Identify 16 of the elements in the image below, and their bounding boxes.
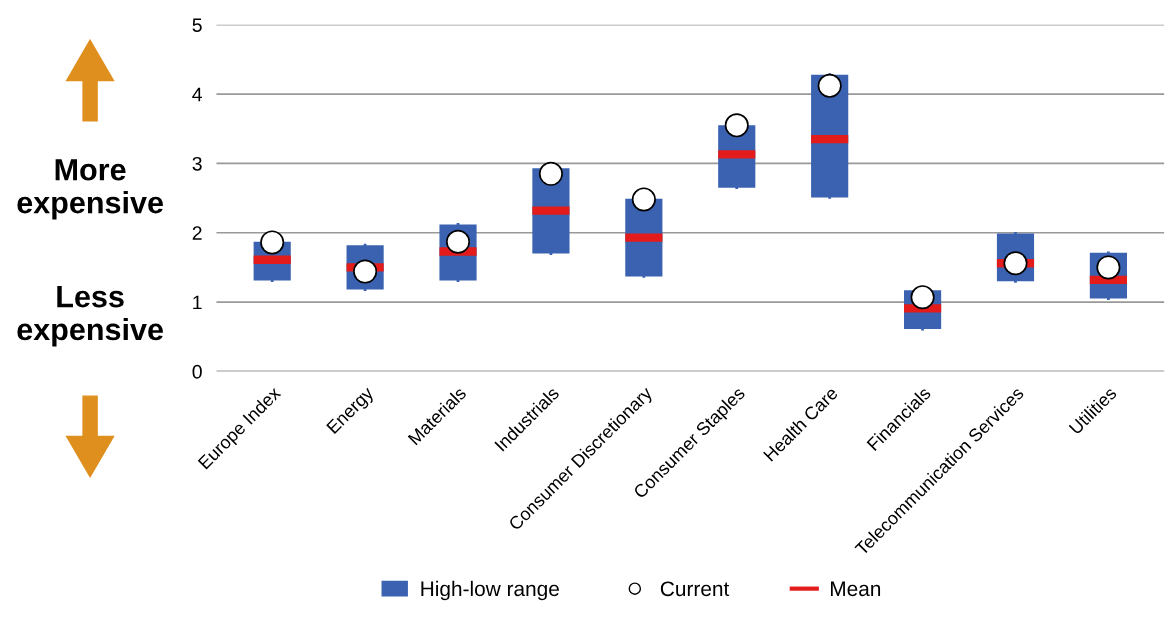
y-tick-label: 0 xyxy=(192,364,202,379)
y-tick-label: 1 xyxy=(193,295,202,310)
y-tick-label: 5 xyxy=(192,18,202,32)
y-tick-label: 3 xyxy=(192,156,202,171)
y-tick-label: 2 xyxy=(192,226,202,240)
point xyxy=(538,161,563,186)
legend-label: High-low range xyxy=(421,580,559,601)
text: Less expensive xyxy=(17,286,163,347)
y-tick-label: 4 xyxy=(192,87,202,102)
point xyxy=(260,230,285,255)
point xyxy=(631,187,656,212)
point xyxy=(724,113,749,138)
text: Mean xyxy=(830,581,881,597)
text: More expensive xyxy=(17,159,163,220)
point xyxy=(817,73,842,98)
legend-label: Current xyxy=(660,581,730,597)
